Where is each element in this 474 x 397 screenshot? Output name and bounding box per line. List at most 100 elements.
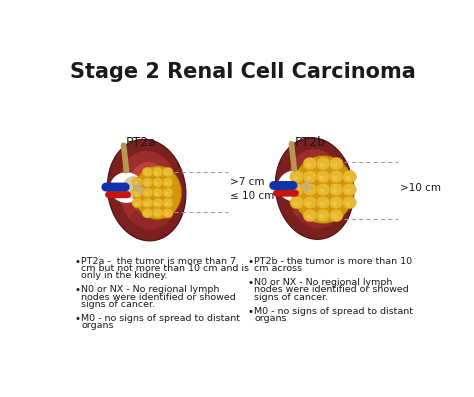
Ellipse shape [142,167,153,177]
Text: signs of cancer.: signs of cancer. [255,293,328,301]
Ellipse shape [342,196,356,209]
Ellipse shape [130,207,169,229]
Ellipse shape [316,209,330,222]
Ellipse shape [316,170,330,183]
Text: >7 cm
≤ 10 cm: >7 cm ≤ 10 cm [230,177,274,201]
Ellipse shape [275,138,354,239]
Text: M0 - no signs of spread to distant: M0 - no signs of spread to distant [255,306,413,316]
Ellipse shape [293,176,298,180]
Ellipse shape [319,189,324,193]
Ellipse shape [329,170,343,183]
Ellipse shape [329,183,343,196]
Ellipse shape [329,158,343,170]
Ellipse shape [316,196,330,209]
Ellipse shape [319,176,324,180]
Text: N0 or NX - No regional lymph: N0 or NX - No regional lymph [81,285,219,295]
Ellipse shape [346,202,351,206]
Ellipse shape [278,171,311,201]
Text: organs: organs [81,321,114,330]
Ellipse shape [155,172,159,175]
Text: N0 or NX - No regional lymph: N0 or NX - No regional lymph [255,278,393,287]
Ellipse shape [332,176,337,180]
Ellipse shape [303,209,317,222]
Ellipse shape [332,189,337,193]
Ellipse shape [290,196,304,209]
Ellipse shape [128,162,172,218]
Ellipse shape [165,182,169,185]
Ellipse shape [145,172,148,175]
Text: •: • [247,257,254,267]
Text: nodes were identified or showed: nodes were identified or showed [81,293,236,301]
Ellipse shape [290,170,304,183]
Ellipse shape [152,167,163,177]
Text: Stage 2 Renal Cell Carcinoma: Stage 2 Renal Cell Carcinoma [70,62,416,81]
Ellipse shape [296,161,339,216]
Ellipse shape [303,183,317,196]
Ellipse shape [342,170,356,183]
Ellipse shape [162,208,173,218]
Ellipse shape [152,208,163,218]
Ellipse shape [319,202,324,206]
Ellipse shape [306,189,311,193]
Ellipse shape [155,192,159,195]
Text: cm but not more than 10 cm and is: cm but not more than 10 cm and is [81,264,249,273]
Ellipse shape [292,156,354,224]
Ellipse shape [145,192,148,195]
Ellipse shape [145,182,148,185]
Ellipse shape [165,212,169,216]
Ellipse shape [142,208,153,218]
Ellipse shape [134,166,182,220]
Ellipse shape [155,202,159,206]
Ellipse shape [286,149,347,228]
Ellipse shape [293,189,298,193]
Ellipse shape [346,189,351,193]
Text: •: • [247,306,254,317]
Text: •: • [74,257,80,267]
Ellipse shape [152,198,163,208]
Ellipse shape [293,202,298,206]
Text: cm across: cm across [255,264,302,273]
Ellipse shape [152,188,163,198]
Ellipse shape [165,172,169,175]
Ellipse shape [332,202,337,206]
Text: PT2b - the tumor is more than 10: PT2b - the tumor is more than 10 [255,257,412,266]
Ellipse shape [316,158,330,170]
Ellipse shape [155,212,159,216]
Ellipse shape [332,214,337,219]
Ellipse shape [290,183,304,196]
Text: PT2a -  the tumor is more than 7: PT2a - the tumor is more than 7 [81,257,236,266]
Ellipse shape [142,198,153,208]
Text: only in the kidney.: only in the kidney. [81,271,168,280]
Ellipse shape [132,198,143,208]
Ellipse shape [162,198,173,208]
Ellipse shape [142,177,153,187]
Ellipse shape [135,202,138,206]
Ellipse shape [298,205,337,228]
Ellipse shape [162,188,173,198]
Text: •: • [74,285,80,295]
Ellipse shape [306,214,311,219]
Text: •: • [247,278,254,288]
Ellipse shape [329,209,343,222]
Ellipse shape [319,214,324,219]
Text: PT2a: PT2a [126,136,157,149]
Ellipse shape [155,182,159,185]
Ellipse shape [316,183,330,196]
Text: PT2b: PT2b [295,136,326,149]
Text: organs: organs [255,314,287,323]
Ellipse shape [342,183,356,196]
Ellipse shape [135,182,138,185]
Ellipse shape [108,139,186,241]
Ellipse shape [123,176,144,199]
Ellipse shape [291,175,312,197]
Text: nodes were identified or showed: nodes were identified or showed [255,285,409,295]
Ellipse shape [142,188,153,198]
Text: •: • [74,314,80,324]
Text: >10 cm: >10 cm [400,183,441,193]
Text: M0 - no signs of spread to distant: M0 - no signs of spread to distant [81,314,240,323]
Ellipse shape [303,196,317,209]
Ellipse shape [303,158,317,170]
Ellipse shape [319,163,324,167]
Ellipse shape [306,202,311,206]
Text: signs of cancer.: signs of cancer. [81,300,155,308]
